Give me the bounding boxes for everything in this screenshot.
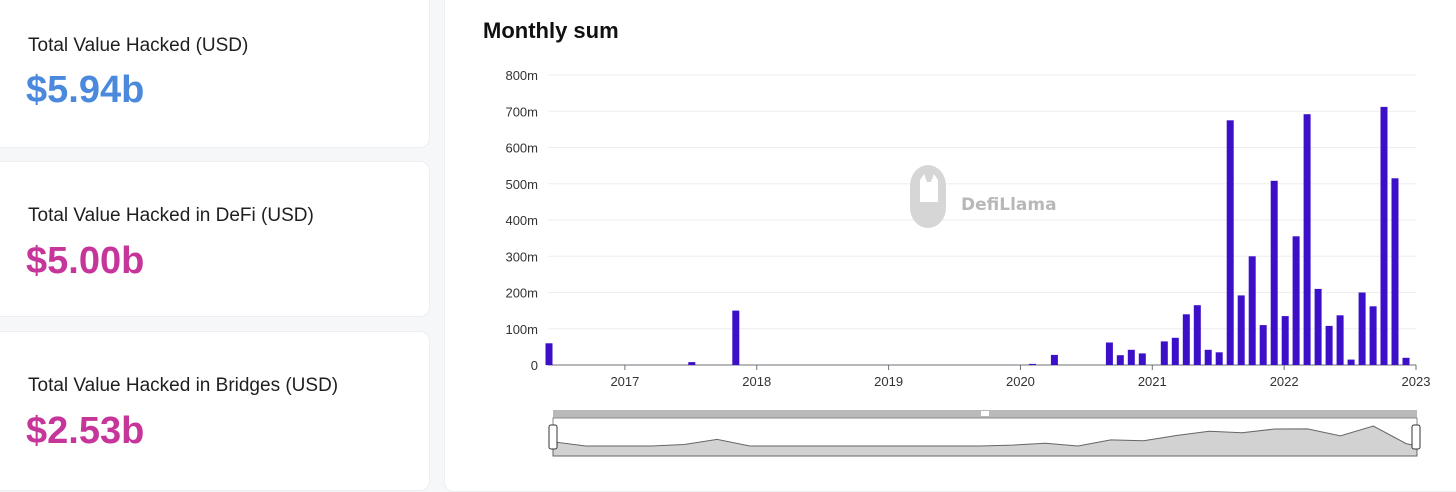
y-tick-label: 100m — [505, 322, 538, 337]
bar[interactable] — [1292, 236, 1300, 365]
bar[interactable] — [732, 310, 740, 365]
stat-value-total: $5.94b — [26, 69, 145, 111]
stat-label-defi: Total Value Hacked in DeFi (USD) — [28, 205, 314, 226]
monthly-sum-chart: DefiLlama 0 100m 200m 300m 400m 500m 600m 700m 8… — [505, 68, 1430, 457]
zoom-slider[interactable] — [548, 410, 1421, 457]
bar[interactable] — [1193, 305, 1201, 365]
x-tick-label: 2017 — [610, 374, 639, 389]
defillama-watermark: DefiLlama — [910, 165, 1057, 228]
zoom-slider-preview-area — [552, 425, 1418, 457]
stat-card-defi: Total Value Hacked in DeFi (USD) $5.00b — [0, 161, 430, 317]
stat-value-defi: $5.00b — [26, 240, 145, 282]
bar[interactable] — [1182, 314, 1190, 366]
stat-card-total: Total Value Hacked (USD) $5.94b — [0, 0, 430, 148]
watermark-text: DefiLlama — [961, 195, 1057, 215]
bars — [545, 106, 1410, 366]
x-tick-label: 2018 — [742, 374, 771, 389]
bar[interactable] — [1281, 316, 1289, 365]
y-tick-label: 500m — [505, 177, 538, 192]
y-tick-label: 0 — [531, 358, 538, 373]
x-tick-label: 2020 — [1006, 374, 1035, 389]
bar[interactable] — [1369, 306, 1377, 365]
stat-label-total: Total Value Hacked (USD) — [28, 35, 249, 56]
x-tick-label: 2023 — [1402, 374, 1431, 389]
bar[interactable] — [1303, 114, 1311, 365]
bar[interactable] — [1138, 353, 1146, 365]
x-tick-label: 2019 — [874, 374, 903, 389]
x-tick-label: 2021 — [1138, 374, 1167, 389]
stat-value-bridges: $2.53b — [26, 410, 145, 452]
bar[interactable] — [1215, 352, 1223, 365]
stat-label-bridges: Total Value Hacked in Bridges (USD) — [28, 375, 339, 396]
bar[interactable] — [1171, 337, 1179, 365]
y-tick-label: 600m — [505, 141, 538, 156]
x-axis-ticks: 2017 2018 2019 2020 2021 2022 2023 — [610, 365, 1430, 389]
bar[interactable] — [1050, 354, 1058, 365]
y-tick-label: 700m — [505, 104, 538, 119]
bar[interactable] — [1226, 120, 1234, 365]
bar[interactable] — [1270, 180, 1278, 365]
bar[interactable] — [1391, 178, 1399, 365]
bar[interactable] — [688, 362, 696, 365]
bar[interactable] — [1248, 256, 1256, 366]
x-tick-label: 2022 — [1270, 374, 1299, 389]
chart-title: Monthly sum — [483, 18, 619, 43]
bar[interactable] — [1259, 325, 1267, 365]
bar[interactable] — [1380, 106, 1388, 366]
y-tick-label: 300m — [505, 249, 538, 264]
bar[interactable] — [1347, 359, 1355, 365]
bar[interactable] — [1314, 288, 1322, 365]
bar[interactable] — [1116, 355, 1124, 365]
bar[interactable] — [1325, 325, 1333, 365]
bar[interactable] — [1160, 341, 1168, 365]
bar[interactable] — [1358, 292, 1366, 366]
llama-face-icon — [920, 174, 938, 202]
stat-card-bridges: Total Value Hacked in Bridges (USD) $2.5… — [0, 331, 430, 491]
y-tick-label: 800m — [505, 68, 538, 83]
bar[interactable] — [1402, 357, 1410, 366]
y-axis-ticks: 0 100m 200m 300m 400m 500m 600m 700m 800m — [505, 68, 538, 373]
zoom-handle-left[interactable] — [548, 424, 558, 450]
bar[interactable] — [1204, 349, 1212, 365]
bar[interactable] — [1127, 349, 1135, 365]
bar[interactable] — [1105, 342, 1113, 366]
bar[interactable] — [1237, 295, 1245, 365]
bar[interactable] — [1028, 363, 1036, 365]
zoom-handle-right[interactable] — [1411, 424, 1421, 450]
y-tick-label: 400m — [505, 213, 538, 228]
bar[interactable] — [1336, 315, 1344, 365]
zoom-slider-grip-icon[interactable] — [981, 411, 989, 416]
bar[interactable] — [545, 343, 553, 366]
y-tick-label: 200m — [505, 286, 538, 301]
